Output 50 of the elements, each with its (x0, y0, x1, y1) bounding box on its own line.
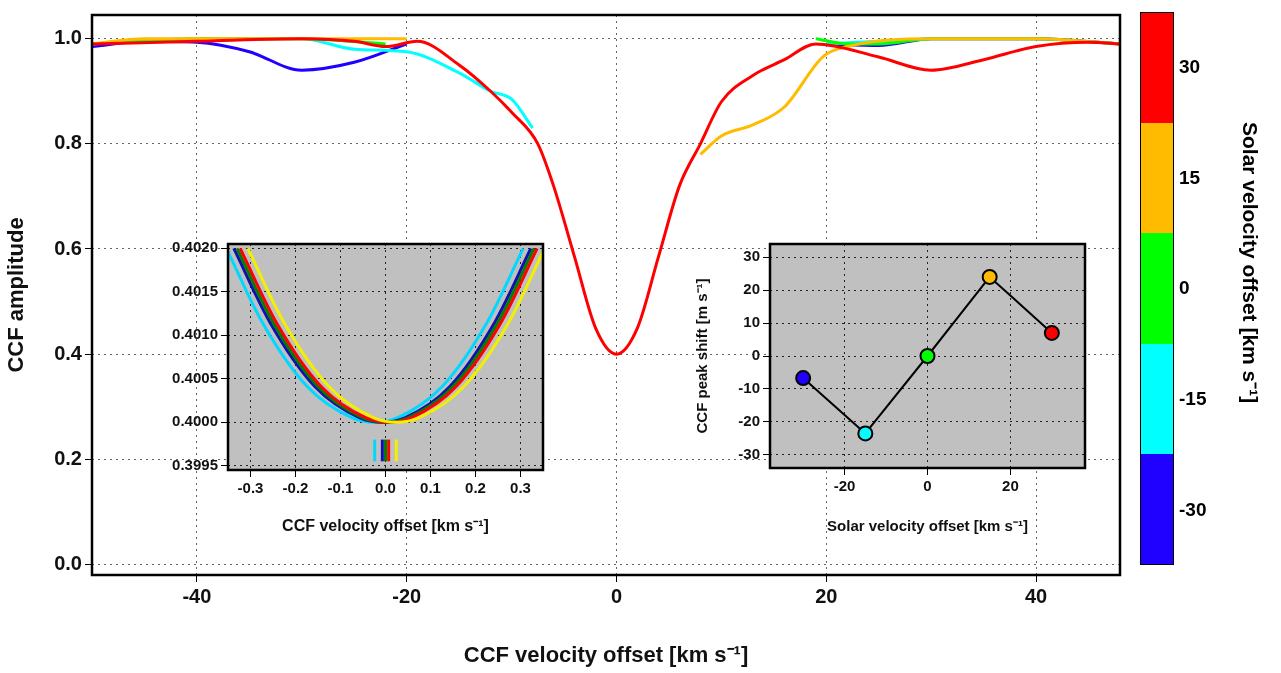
legend-label: -15 (1179, 388, 1207, 411)
point (919, 348, 936, 364)
x-tick-label: 40 (1024, 584, 1048, 607)
y-tick-label: 0.4010 (172, 325, 218, 343)
x-tick-label: 0.2 (465, 479, 486, 497)
y-tick-label: 10 (743, 313, 760, 331)
x-axis-title: CCF velocity offset [km s⁻¹] (282, 516, 489, 534)
y-tick-label: 20 (743, 280, 760, 298)
y-tick-label: -10 (738, 379, 760, 397)
x-tick-label: 20 (1002, 477, 1019, 495)
y-tick-label: 0.4020 (172, 238, 218, 256)
x-tick-label: -40 (182, 584, 212, 607)
y-tick-label: 30 (743, 247, 760, 265)
y-tick-label: 1.0 (54, 26, 82, 49)
y-axis-title: CCF amplitude (3, 217, 29, 373)
legend-label: -30 (1179, 498, 1207, 521)
y-axis-title: CCF peak shift [m s⁻¹] (693, 278, 711, 434)
x-tick-label: -20 (392, 584, 422, 607)
y-tick-label: -30 (738, 444, 760, 462)
y-tick-label: 0.4015 (172, 281, 218, 299)
x-axis-title: Solar velocity offset [km s⁻¹] (827, 517, 1028, 535)
legend-label: 0 (1179, 277, 1190, 300)
x-tick-label: 0.1 (420, 479, 441, 497)
y-tick-label: 0.6 (54, 236, 82, 259)
legend-title: Solar velocity offset [km s⁻¹] (1238, 122, 1263, 404)
y-tick-label: 0.4000 (172, 412, 218, 430)
y-tick-label: 0.3995 (172, 455, 218, 473)
y-tick-label: 0 (751, 346, 760, 364)
x-tick-label: 0.3 (510, 479, 531, 497)
x-tick-label: -0.3 (237, 479, 264, 497)
point (857, 425, 874, 442)
point (1043, 324, 1060, 341)
y-tick-label: 0.8 (54, 131, 82, 154)
x-tick-label: 0 (610, 584, 623, 607)
x-tick-label: 0 (923, 477, 932, 495)
x-tick-label: 0.0 (375, 479, 396, 497)
x-axis-title: CCF velocity offset [km s⁻¹] (463, 641, 749, 667)
x-tick-label: 20 (815, 584, 838, 607)
y-tick-label: 0.4005 (172, 368, 218, 386)
legend-label: 30 (1179, 56, 1201, 79)
y-tick-label: 0.0 (54, 552, 82, 574)
legend-label: 15 (1179, 166, 1201, 189)
x-tick-label: -0.1 (327, 479, 354, 497)
y-tick-label: 0.4 (54, 341, 83, 364)
x-tick-label: -0.2 (282, 479, 309, 497)
point (981, 268, 998, 285)
point (795, 370, 812, 387)
y-tick-label: -20 (738, 412, 760, 430)
y-tick-label: 0.2 (54, 446, 82, 469)
x-tick-label: -20 (833, 477, 856, 495)
